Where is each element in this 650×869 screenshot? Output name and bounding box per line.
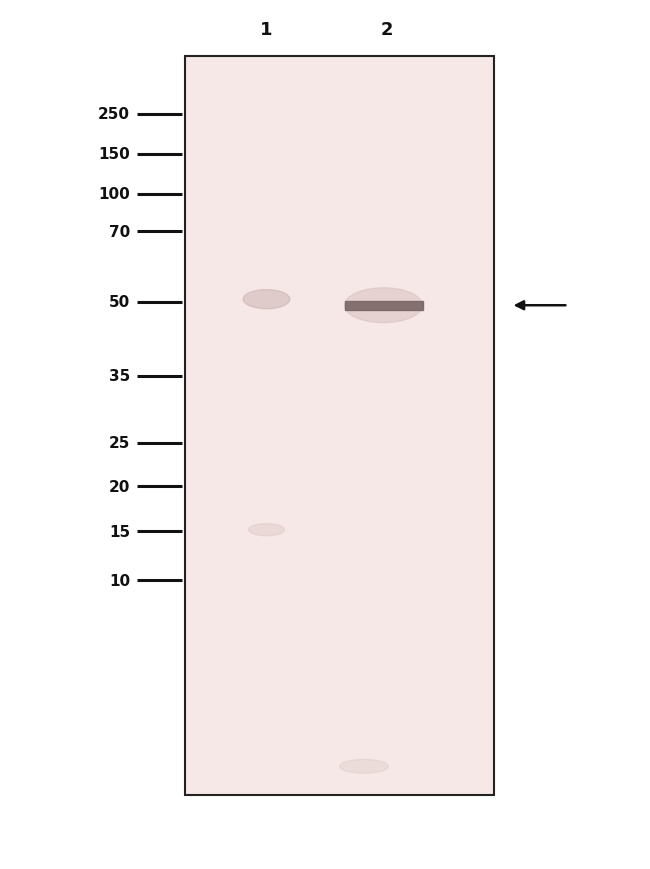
- Bar: [344, 302, 422, 310]
- Ellipse shape: [248, 524, 285, 536]
- Text: 15: 15: [109, 524, 130, 540]
- Text: 1: 1: [260, 22, 273, 39]
- Text: 20: 20: [109, 479, 130, 494]
- Ellipse shape: [243, 290, 290, 309]
- Text: 100: 100: [98, 187, 130, 202]
- Text: 25: 25: [109, 435, 130, 451]
- Ellipse shape: [344, 289, 422, 323]
- Text: 35: 35: [109, 368, 130, 384]
- Text: 50: 50: [109, 295, 130, 310]
- Bar: [185, 56, 494, 795]
- Ellipse shape: [340, 760, 389, 773]
- Text: 250: 250: [98, 107, 130, 123]
- Text: 150: 150: [98, 147, 130, 163]
- Text: 70: 70: [109, 224, 130, 240]
- Text: 10: 10: [109, 573, 130, 588]
- Text: 2: 2: [380, 22, 393, 39]
